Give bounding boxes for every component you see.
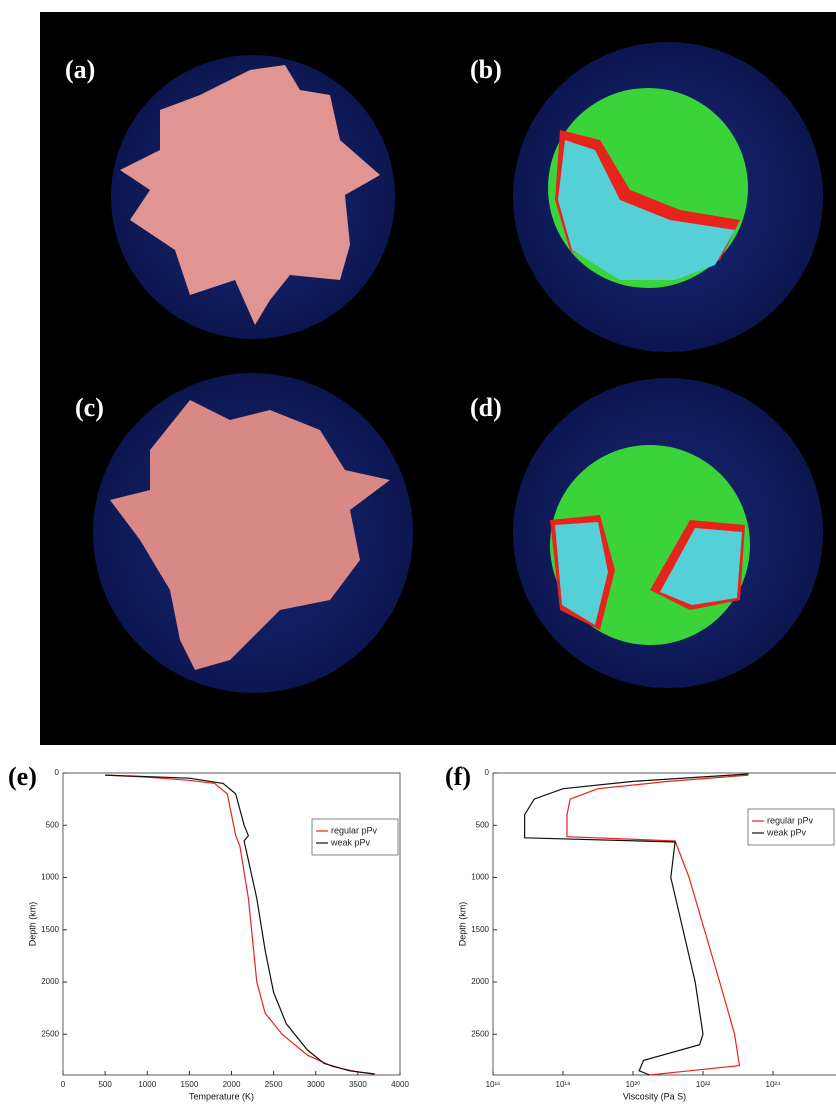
y-tick-label: 2000 [41,977,59,986]
y-tick-label: 1000 [471,873,489,882]
x-tick-label: 3500 [349,1080,367,1089]
x-tick-label: 2500 [265,1080,283,1089]
plot-frame [63,773,400,1075]
panel-label: (b) [470,55,502,84]
panel-label: (e) [8,762,37,791]
x-tick-label: 0 [61,1080,66,1089]
x-tick-label: 3000 [307,1080,325,1089]
y-tick-label: 1500 [41,925,59,934]
y-tick-label: 2500 [471,1029,489,1038]
x-tick-label: 10²⁴ [766,1080,782,1089]
figure: (a) (b) (c) (d) 0 500 1000 1500 2000 2500 3000… [0,0,836,1106]
y-tick-label: 0 [485,768,490,777]
x-tick-label: 10¹⁶ [486,1080,501,1089]
y-axis-label: Depth (km) [27,902,37,947]
y-axis-label: Depth (km) [457,902,467,947]
legend-label: regular pPv [331,825,378,835]
data-line [525,774,749,1075]
x-tick-label: 10²² [696,1080,711,1089]
x-tick-label: 1500 [180,1080,198,1089]
y-tick-label: 2000 [471,977,489,986]
y-tick-label: 1500 [471,925,489,934]
legend-label: weak pPv [330,837,371,847]
legend-label: regular pPv [767,815,814,825]
x-axis-label: Viscosity (Pa S) [623,1091,686,1101]
x-tick-label: 500 [98,1080,112,1089]
x-tick-label: 10¹⁸ [556,1080,571,1089]
y-tick-label: 0 [55,768,60,777]
panel-label: (a) [65,55,95,84]
panel-label: (c) [75,393,104,422]
legend-label: weak pPv [766,827,807,837]
y-tick-label: 1000 [41,873,59,882]
x-tick-label: 4000 [391,1080,409,1089]
x-axis-label: Temperature (K) [189,1091,254,1101]
y-tick-label: 500 [46,820,60,829]
x-tick-label: 2000 [223,1080,241,1089]
y-tick-label: 500 [476,820,490,829]
y-tick-label: 2500 [41,1029,59,1038]
x-tick-label: 1000 [138,1080,156,1089]
x-tick-label: 10²⁰ [626,1080,641,1089]
panel-label: (d) [470,393,502,422]
panel-label: (f) [445,762,471,791]
data-line [567,775,749,1075]
